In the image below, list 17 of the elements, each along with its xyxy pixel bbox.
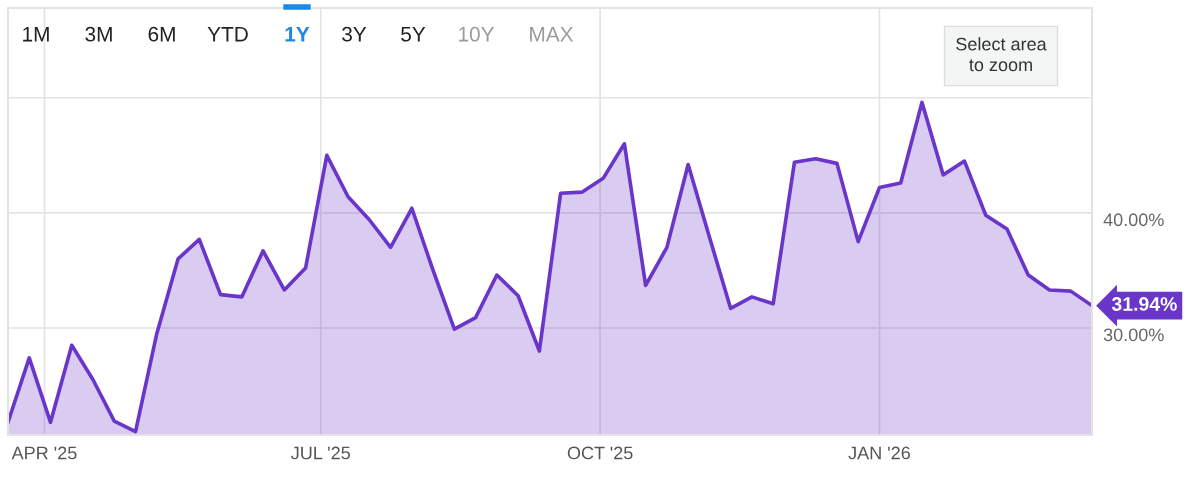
annotation: 10Y [459,26,495,42]
annotation: YTD [207,27,248,42]
x-tick-label: JAN '26 [848,446,910,460]
x-tick-label: JUL '25 [291,446,350,460]
data-label: 31.94% [1111,297,1177,311]
annotation: 1M [23,27,49,42]
annotation: Select area to zoom [956,37,1047,72]
annotation: 3Y [342,26,367,42]
annotation: 5Y [401,27,426,42]
y-tick-label: 30.00% [1103,328,1164,342]
annotation: 6M [148,26,175,42]
x-tick-label: OCT '25 [567,446,633,460]
annotation: MAX [530,27,574,42]
x-tick-label: APR '25 [11,446,77,460]
y-tick-label: 40.00% [1103,213,1164,227]
annotation: 1Y [285,27,310,42]
annotation: 3M [85,26,112,42]
